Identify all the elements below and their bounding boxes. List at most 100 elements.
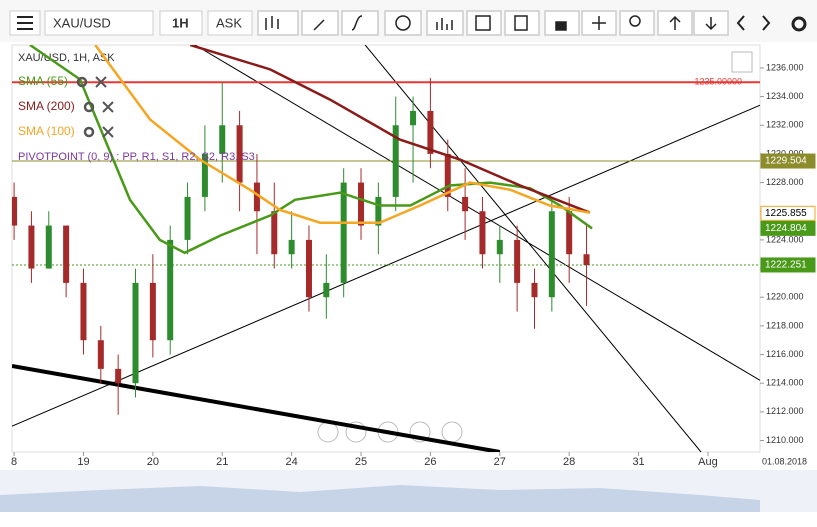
legend-label: SMA (100): [18, 124, 75, 138]
candle-body: [375, 196, 382, 226]
candle-body: [548, 211, 555, 298]
y-tick-label: 1210.000: [766, 435, 804, 445]
legend-settings[interactable]: [76, 76, 88, 88]
candle-body: [479, 211, 486, 255]
menu-icon: [17, 16, 33, 30]
trend-line: [194, 45, 760, 381]
x-tick-label: 24: [286, 456, 298, 468]
x-tick-label: 28: [563, 456, 575, 468]
bars-button[interactable]: [426, 10, 464, 36]
x-tick-label: 26: [424, 456, 436, 468]
legend-label: SMA (55): [18, 74, 68, 88]
legend-remove: [95, 76, 107, 88]
x-tick-label: 20: [147, 456, 159, 468]
price-tag-label: 1222.251: [765, 260, 807, 271]
sma-line: [189, 45, 591, 214]
date-label: 01.08.2018: [762, 456, 807, 466]
icon: [592, 16, 606, 30]
scroll-right[interactable]: [441, 421, 463, 443]
menu-button[interactable]: [9, 10, 41, 36]
price-tag-label: 1225.855: [765, 208, 807, 219]
calendar-button[interactable]: [466, 10, 502, 36]
icon: [629, 15, 641, 27]
icon: [669, 15, 681, 30]
info-button[interactable]: [384, 10, 422, 36]
candle-body: [28, 225, 35, 269]
price-tag: [760, 205, 816, 221]
candle-body: [45, 225, 52, 269]
candle-body: [12, 196, 18, 226]
y-tick-label: 1214.000: [766, 378, 804, 388]
x-tick-label: 27: [494, 456, 506, 468]
toolbar: XAU/USD 1H ASK: [0, 0, 817, 42]
candle-body: [253, 182, 260, 212]
candle-body: [323, 282, 330, 298]
report-button[interactable]: [504, 10, 540, 36]
candle-body: [236, 125, 243, 183]
zoom-button[interactable]: [619, 10, 655, 36]
legend-settings[interactable]: [83, 126, 95, 138]
x-tick-label: 19: [77, 456, 89, 468]
y-tick-label: 1218.000: [766, 320, 804, 330]
symbol-select[interactable]: [44, 10, 154, 36]
y-tick-label: 1236.000: [766, 62, 804, 72]
candle-body: [392, 125, 399, 197]
legend-label: SMA (200): [18, 99, 75, 113]
x-tick-label: 31: [632, 456, 644, 468]
plot: 1235.00000: [12, 45, 760, 452]
candle-body: [514, 239, 521, 283]
price-tag: [760, 257, 816, 273]
alert-label: 1235.00000: [694, 77, 742, 87]
price-tag: [760, 153, 816, 169]
side: ASK: [216, 15, 242, 30]
plot-frame: [11, 44, 761, 453]
candle-body: [496, 239, 503, 255]
price-tag-label: 1229.504: [765, 156, 807, 167]
scroll-left[interactable]: [317, 421, 339, 443]
icon: [514, 15, 528, 31]
x-tick-label: Aug: [698, 456, 718, 468]
symbol: XAU/USD: [53, 15, 111, 30]
x-tick-label: 21: [216, 456, 228, 468]
candle-body: [63, 225, 70, 283]
x-tick-label: 25: [355, 456, 367, 468]
y-tick-label: 1232.000: [766, 120, 804, 130]
candle-body: [271, 211, 278, 255]
icon: [351, 15, 363, 31]
x-tick-label: 8: [11, 456, 17, 468]
overlay: 1210.000 1212.000 1214.000 1216.000 1218.000…: [11, 62, 816, 468]
sma-line: [94, 45, 591, 224]
tool-icons: [257, 10, 807, 36]
maximize-button[interactable]: [731, 51, 753, 73]
legend-remove: [102, 101, 114, 113]
candle-body: [444, 153, 451, 197]
trend-line: [364, 45, 702, 452]
candle-body: [531, 282, 538, 298]
candle-body: [149, 282, 156, 341]
candle-body: [97, 340, 104, 369]
candle-body: [288, 239, 295, 255]
settings-icon[interactable]: [791, 16, 807, 32]
timeframe-select[interactable]: [159, 10, 203, 36]
timeframe: 1H: [172, 15, 189, 30]
candle-body: [132, 282, 139, 384]
legend-settings[interactable]: [83, 101, 95, 113]
nav-arrows[interactable]: [736, 15, 771, 31]
icon: [555, 21, 567, 31]
icon: [436, 18, 453, 30]
y-tick-label: 1234.000: [766, 91, 804, 101]
trend-line: [12, 364, 501, 452]
side-select[interactable]: [207, 10, 253, 36]
candle-body: [219, 125, 226, 154]
indicator-button[interactable]: [341, 10, 379, 36]
draw-button[interactable]: [301, 10, 339, 36]
chart-type-button[interactable]: [257, 10, 299, 36]
candle-body: [167, 239, 174, 341]
candle-body: [184, 196, 191, 240]
y-tick-label: 1220.000: [766, 292, 804, 302]
candle-body: [358, 182, 365, 226]
candle-body: [201, 153, 208, 197]
indicator-label: PIVOTPOINT (0, 9) : PP, R1, S1, R2, S2, …: [18, 151, 255, 163]
